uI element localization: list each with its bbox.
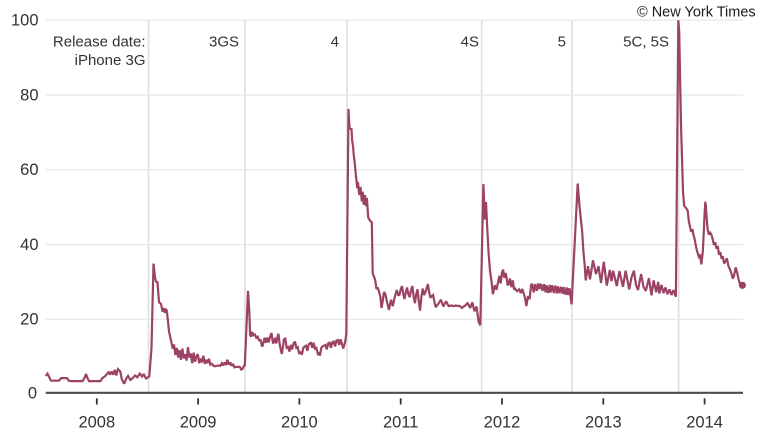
svg-text:0: 0 [28, 384, 37, 402]
svg-text:40: 40 [20, 236, 38, 254]
svg-text:2014: 2014 [686, 413, 723, 431]
svg-text:5: 5 [558, 34, 566, 51]
svg-text:5C, 5S: 5C, 5S [623, 34, 669, 51]
svg-text:80: 80 [20, 86, 38, 104]
svg-text:iPhone 3G: iPhone 3G [75, 52, 146, 69]
svg-text:4S: 4S [461, 34, 479, 51]
svg-text:4: 4 [331, 34, 339, 51]
svg-text:60: 60 [20, 161, 38, 179]
svg-text:2012: 2012 [484, 413, 521, 431]
svg-text:2011: 2011 [383, 413, 418, 431]
svg-text:2008: 2008 [78, 413, 115, 431]
svg-text:© New York Times: © New York Times [637, 5, 756, 21]
svg-text:2010: 2010 [281, 413, 318, 431]
svg-text:Release date:: Release date: [53, 34, 146, 51]
svg-text:2013: 2013 [585, 413, 622, 431]
svg-text:2009: 2009 [180, 413, 217, 431]
svg-text:20: 20 [20, 311, 38, 329]
svg-text:100: 100 [11, 12, 39, 30]
svg-text:3GS: 3GS [209, 34, 239, 51]
